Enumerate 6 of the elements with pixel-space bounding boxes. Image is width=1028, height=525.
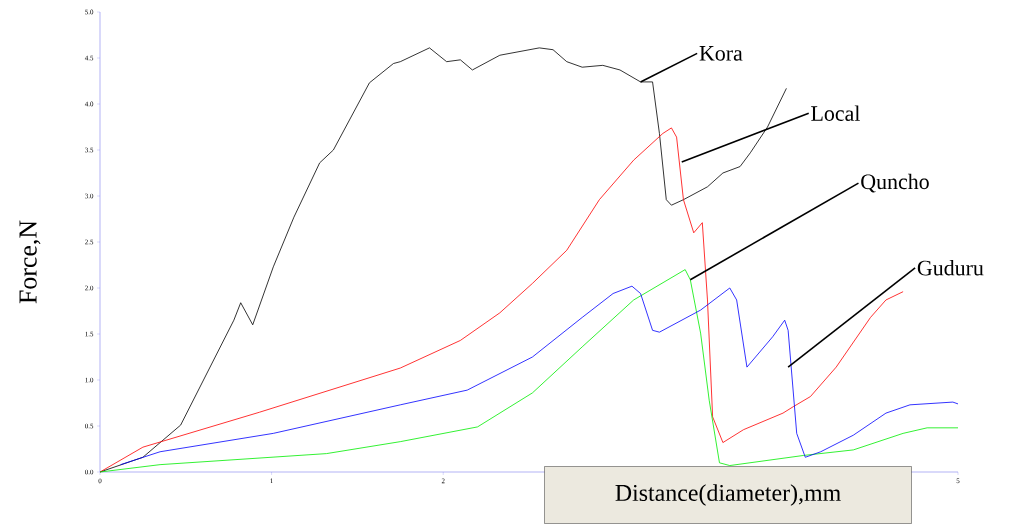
- legend-label: Kora: [699, 46, 743, 61]
- text: Local: [811, 105, 860, 121]
- y-axis-title: Force,N: [19, 220, 41, 304]
- x-axis-title: Distance(diameter),mm: [615, 484, 841, 506]
- text: Quncho: [861, 173, 929, 193]
- text: Guduru: [917, 260, 984, 276]
